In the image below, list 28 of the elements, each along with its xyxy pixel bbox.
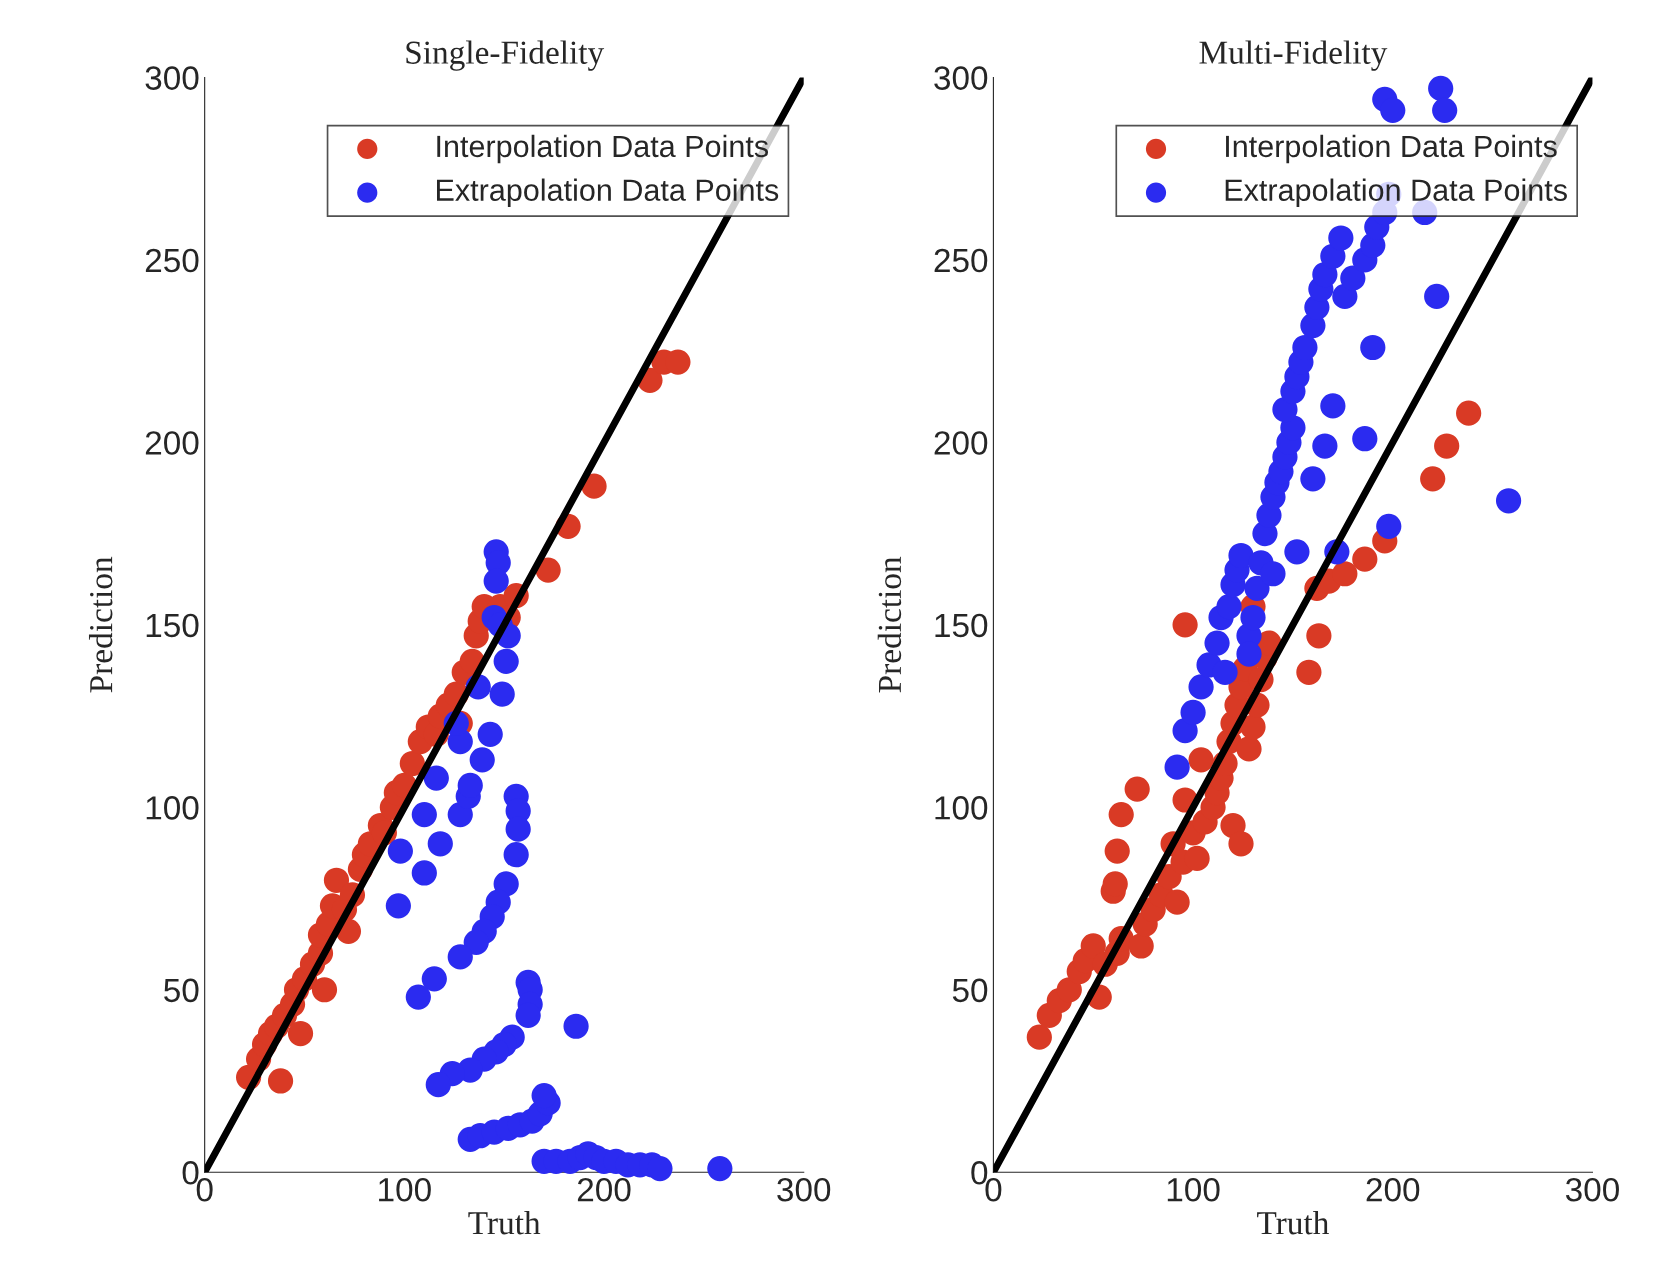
y-tick-label: 150 xyxy=(146,613,199,638)
chart-title: Multi-Fidelity xyxy=(1199,40,1388,71)
y-tick-label: 250 xyxy=(145,248,199,273)
y-tick-label: 200 xyxy=(934,431,988,455)
y-tick-label: 150 xyxy=(935,613,988,638)
x-axis-title: Truth xyxy=(468,1210,541,1235)
x-axis-title: Truth xyxy=(1257,1210,1329,1235)
x-tick-label: 200 xyxy=(1366,1177,1420,1202)
y-tick-label: 50 xyxy=(164,978,199,1003)
y-tick-label: 200 xyxy=(145,431,199,455)
y-axis-title: Prediction xyxy=(88,556,113,693)
chart-title: Single-Fidelity xyxy=(406,40,605,71)
y-axis-title: Prediction xyxy=(877,556,902,693)
x-tick-label: 300 xyxy=(777,1177,831,1202)
legend-label: Extrapolation Data Points xyxy=(437,178,779,207)
legend-label: Extrapolation Data Points xyxy=(1225,178,1567,207)
y-tick-label: 100 xyxy=(935,796,988,820)
y-tick-label: 100 xyxy=(146,796,199,820)
y-tick-label: 300 xyxy=(145,66,199,90)
x-tick-label: 200 xyxy=(577,1177,631,1202)
y-tick-label: 250 xyxy=(934,248,988,273)
y-tick-label: 50 xyxy=(952,978,988,1003)
legend-label: Interpolation Data Points xyxy=(1226,134,1557,164)
x-tick-label: 100 xyxy=(1167,1177,1220,1202)
y-tick-label: 300 xyxy=(934,66,988,90)
x-tick-label: 300 xyxy=(1565,1177,1619,1202)
legend-label: Interpolation Data Points xyxy=(437,134,769,164)
x-tick-label: 100 xyxy=(379,1177,431,1202)
